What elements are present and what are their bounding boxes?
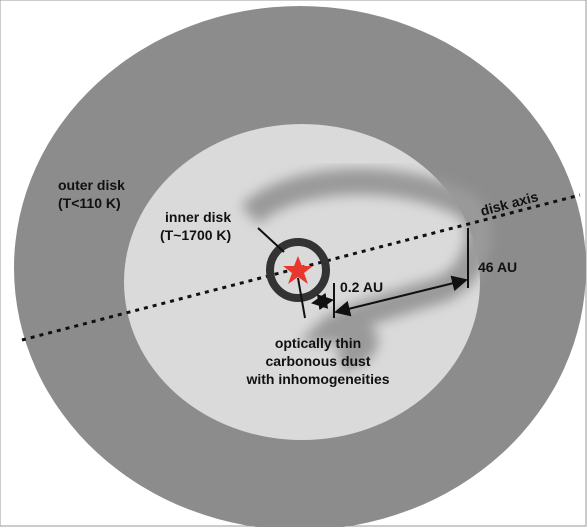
label: optically thin <box>275 335 361 351</box>
diagram: outer disk (T<110 K) inner disk (T~1700 … <box>0 0 587 527</box>
label: with inhomogeneities <box>245 371 389 387</box>
label: (T<110 K) <box>58 195 121 211</box>
label: inner disk <box>165 209 231 225</box>
label: 46 AU <box>478 259 517 275</box>
label: 0.2 AU <box>340 279 383 295</box>
label: (T~1700 K) <box>160 227 231 243</box>
label: outer disk <box>58 177 125 193</box>
label: carbonous dust <box>265 353 370 369</box>
